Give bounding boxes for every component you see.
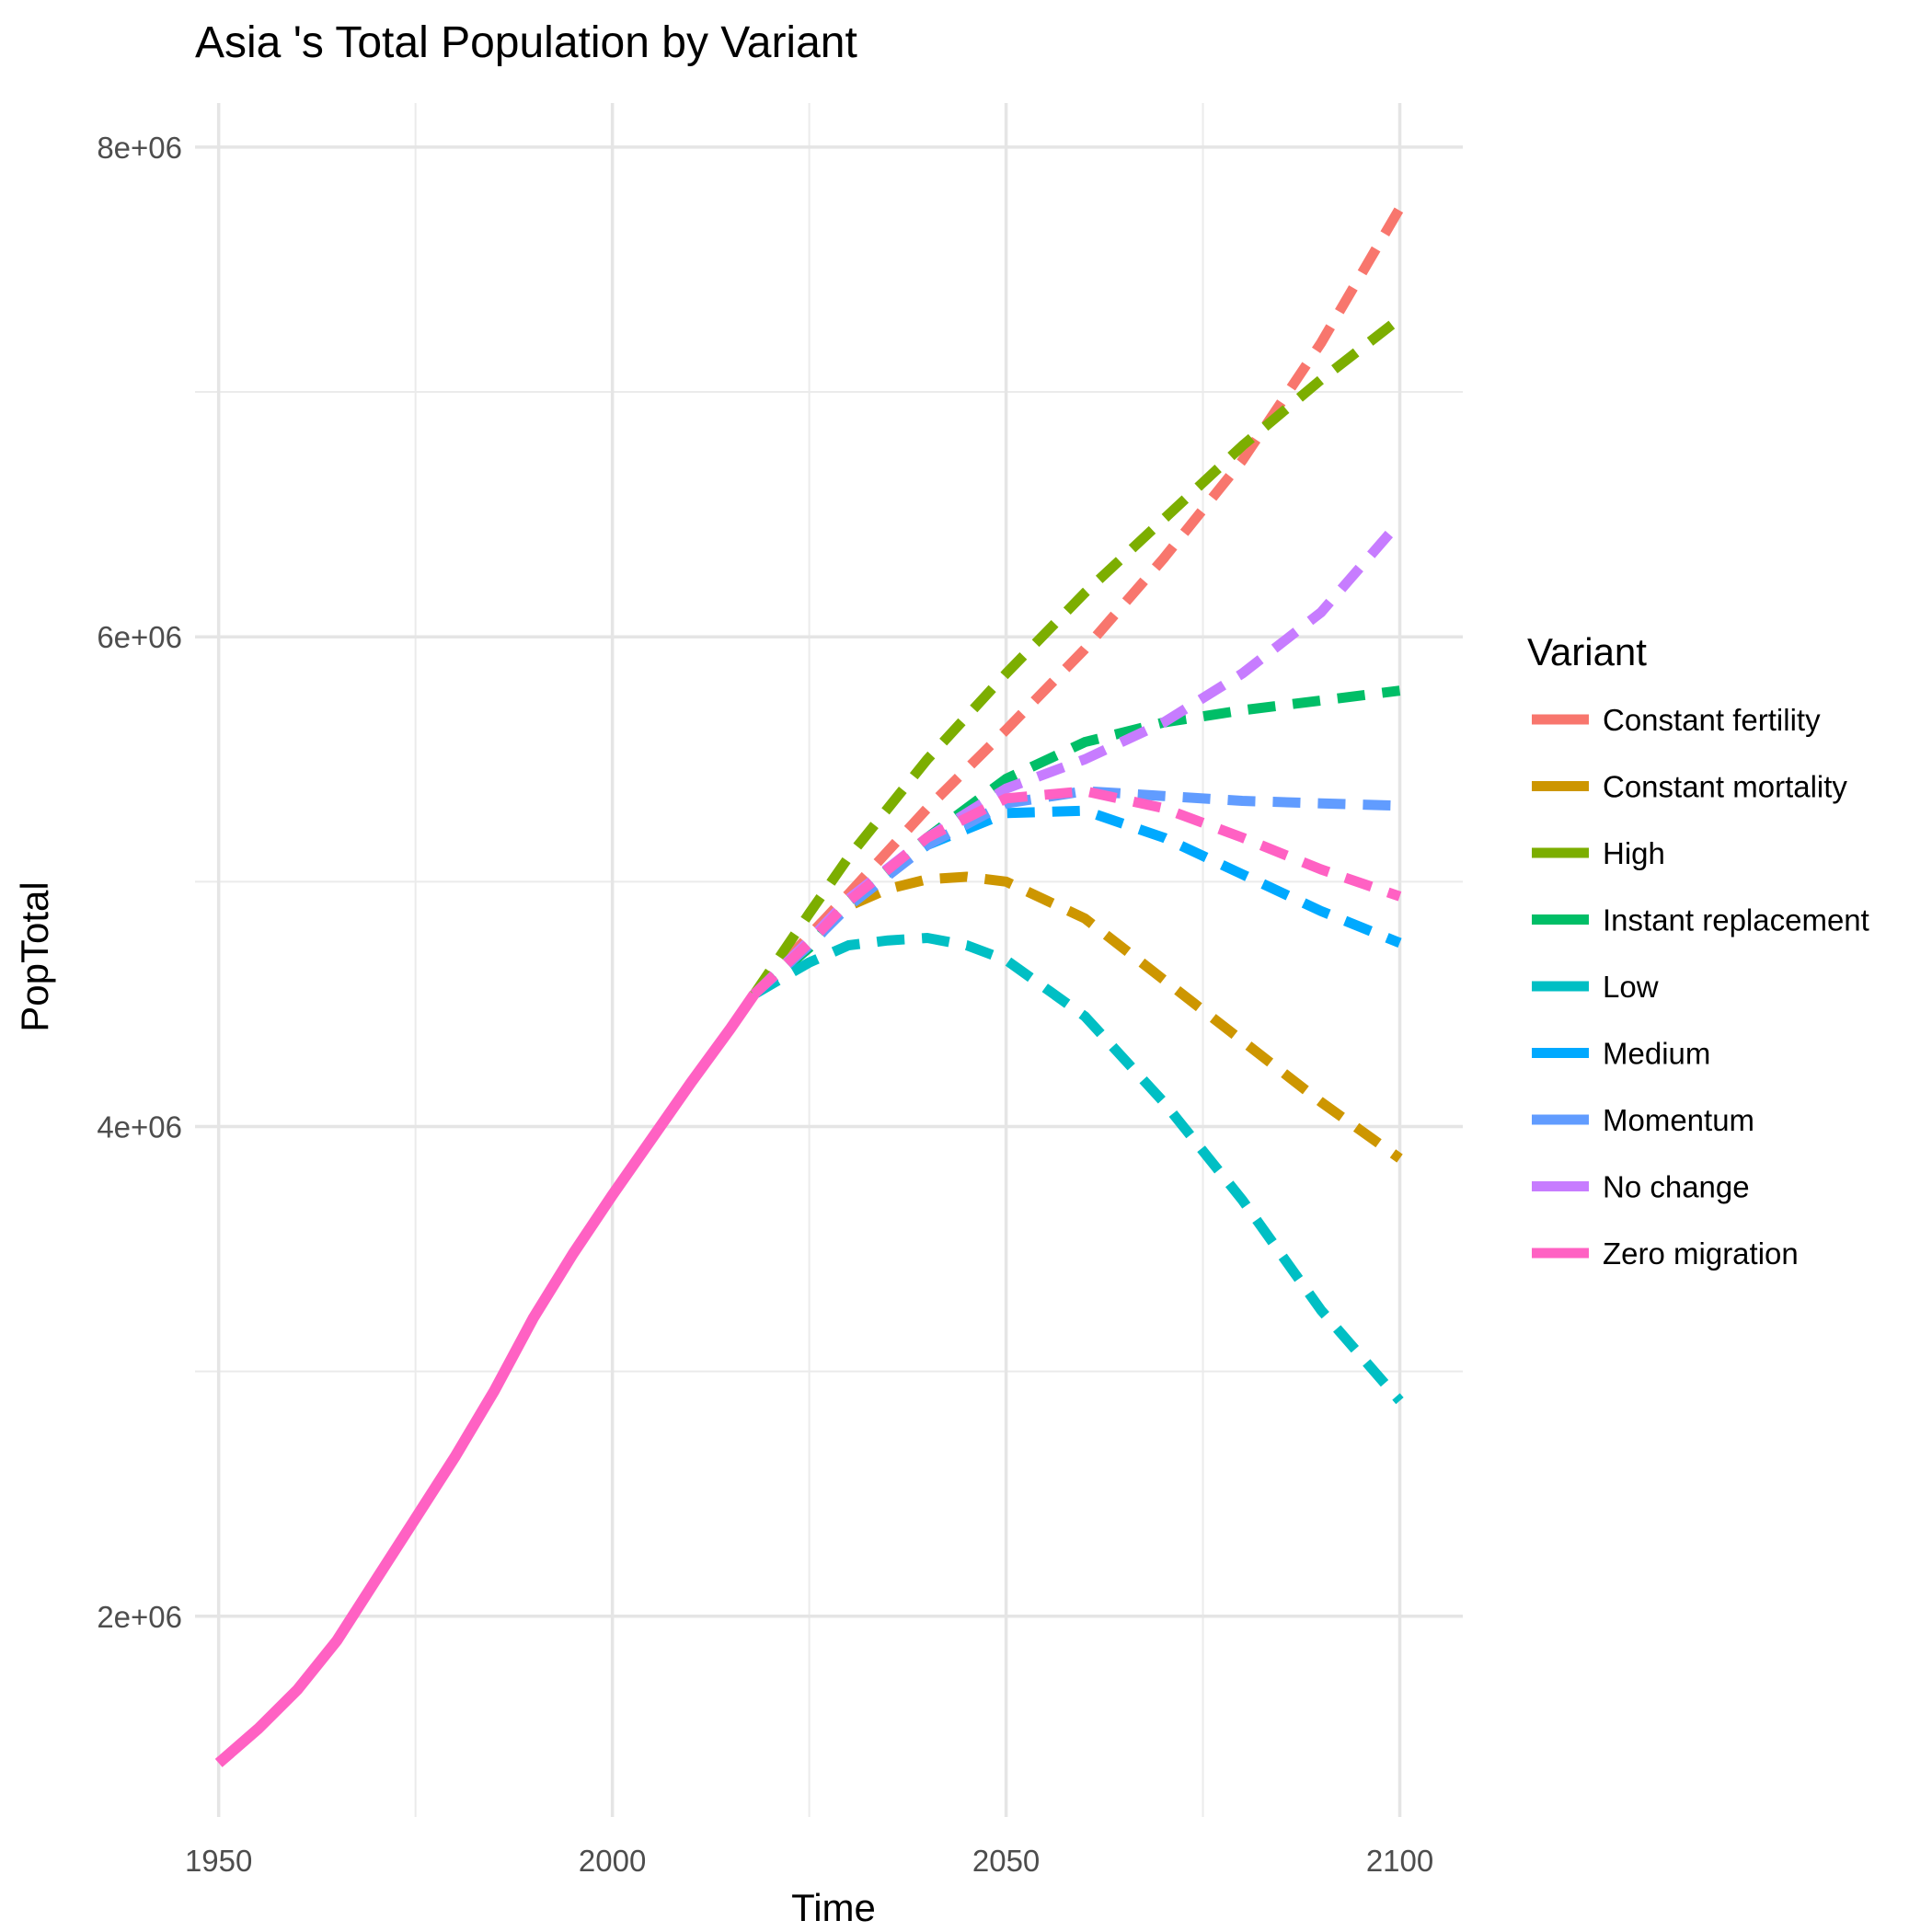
legend-label: No change xyxy=(1603,1170,1750,1204)
legend-label: Low xyxy=(1603,970,1659,1004)
legend-label: Constant mortality xyxy=(1603,770,1847,804)
legend-label: Instant replacement xyxy=(1603,903,1869,937)
legend-label: Zero migration xyxy=(1603,1236,1799,1271)
series-line-historical xyxy=(214,991,759,1767)
legend-item-high: High xyxy=(1532,836,1665,870)
legend-label: Constant fertility xyxy=(1603,703,1821,737)
x-tick-label: 2050 xyxy=(972,1844,1040,1878)
x-tick-label: 2100 xyxy=(1366,1844,1433,1878)
series-line-low xyxy=(751,933,1404,1405)
legend-item-instant-replacement: Instant replacement xyxy=(1532,903,1869,937)
tick-labels: 1950 2000 2050 2100 2e+06 4e+06 6e+06 8e+06 xyxy=(97,131,1433,1878)
y-tick-label: 4e+06 xyxy=(97,1110,182,1144)
series-line-constant-mortality xyxy=(750,871,1403,1163)
x-tick-label: 1950 xyxy=(185,1844,252,1878)
major-gridlines xyxy=(195,103,1463,1817)
series-line-high xyxy=(750,314,1403,997)
legend-label: High xyxy=(1603,836,1665,870)
y-tick-label: 8e+06 xyxy=(97,131,182,165)
series-line-medium xyxy=(750,805,1402,998)
legend-item-low: Low xyxy=(1532,970,1659,1004)
x-tick-label: 2000 xyxy=(579,1844,646,1878)
y-tick-label: 6e+06 xyxy=(97,620,182,654)
legend-items: Constant fertility Constant mortality High… xyxy=(1532,703,1869,1271)
legend-label: Momentum xyxy=(1603,1103,1754,1137)
series-line-zero-migration xyxy=(750,786,1402,998)
legend-label: Medium xyxy=(1603,1037,1710,1071)
legend-item-zero-migration: Zero migration xyxy=(1532,1236,1799,1271)
y-tick-label: 2e+06 xyxy=(97,1600,182,1634)
legend-item-medium: Medium xyxy=(1532,1037,1710,1071)
legend-item-no-change: No change xyxy=(1532,1170,1750,1204)
legend-title: Variant xyxy=(1527,630,1647,673)
legend-item-momentum: Momentum xyxy=(1532,1103,1754,1137)
series-lines xyxy=(214,205,1405,1767)
y-axis-title: PopTotal xyxy=(13,881,56,1031)
legend-item-constant-fertility: Constant fertility xyxy=(1532,703,1821,737)
legend: Variant Constant fertility Constant morta… xyxy=(1527,630,1869,1271)
chart-title: Asia 's Total Population by Variant xyxy=(195,18,857,67)
legend-item-constant-mortality: Constant mortality xyxy=(1532,770,1847,804)
series-line-no-change xyxy=(750,518,1404,998)
x-axis-title: Time xyxy=(791,1886,876,1929)
